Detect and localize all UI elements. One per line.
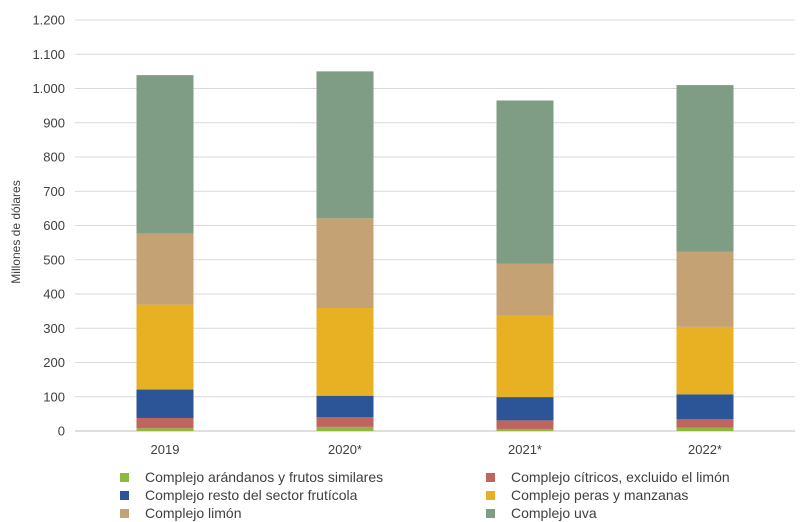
bar-segment [136,75,194,234]
x-tick-label: 2019 [151,442,180,457]
bar-segment [496,263,554,316]
gridlines [75,19,795,432]
y-tick-labels: 0 100 200 300 400 500 600 700 800 900 1.000 1.100 1.… [32,13,65,439]
legend-label: Complejo limón [145,505,242,521]
y-tick-label: 800 [43,150,65,165]
y-tick-label: 900 [43,115,65,130]
bar-segment [496,100,554,264]
stacked-bar-chart: 0 100 200 300 400 500 600 700 800 900 1.000 1.100 1.… [9,13,795,457]
y-tick-label: 1.000 [32,81,65,96]
bar-segment [676,394,734,420]
legend-label: Complejo peras y manzanas [511,487,689,503]
bar-segment [136,233,194,305]
legend-swatch [120,472,129,482]
legend-swatch [120,508,129,518]
legend-item: Complejo arándanos y frutos similares [120,469,383,485]
bar-segment [676,251,734,327]
legend-item: Complejo uva [486,505,597,521]
bar-segment [316,71,374,219]
legend-item: Complejo limón [120,505,241,521]
bar-segment [316,417,374,427]
y-tick-label: 400 [43,287,65,302]
bar-segment [496,397,554,421]
y-tick-label: 700 [43,184,65,199]
legend-label: Complejo uva [511,505,597,521]
legend-swatch [120,490,129,500]
legend-label: Complejo cítricos, excluido el limón [511,469,730,485]
y-tick-label: 200 [43,355,65,370]
x-tick-label: 2020* [328,442,362,457]
bar-segment [316,426,374,431]
legend-item: Complejo peras y manzanas [486,487,688,503]
bars [136,71,734,431]
bar-segment [496,315,554,398]
x-tick-label: 2021* [508,442,542,457]
bar-segment [136,428,194,431]
x-tick-label: 2022* [688,442,722,457]
y-tick-label: 0 [58,424,65,439]
legend-swatch [486,508,495,518]
bar-segment [316,308,374,396]
y-axis-title: Millones de dólares [9,180,23,283]
legend-label: Complejo resto del sector frutícola [145,487,358,503]
bar-segment [496,420,554,429]
legend-item: Complejo cítricos, excluido el limón [486,469,730,485]
legend-swatch [486,490,495,500]
bar-segment [136,389,194,418]
y-tick-label: 1.200 [32,13,65,28]
y-tick-label: 300 [43,321,65,336]
y-tick-label: 1.100 [32,47,65,62]
legend-item: Complejo resto del sector frutícola [120,487,357,503]
legend-swatch [486,472,495,482]
bar-segment [316,218,374,309]
legend-label: Complejo arándanos y frutos similares [145,469,384,485]
bar-segment [676,85,734,252]
y-tick-label: 500 [43,252,65,267]
x-tick-labels: 2019 2020* 2021* 2022* [151,442,722,457]
bar-segment [676,419,734,428]
bar-segment [676,326,734,395]
bar-segment [316,395,374,418]
bar-segment [676,427,734,431]
y-tick-label: 600 [43,218,65,233]
bar-segment [136,417,194,429]
bar-segment [496,428,554,431]
y-tick-label: 100 [43,389,65,404]
bar-segment [136,304,194,390]
